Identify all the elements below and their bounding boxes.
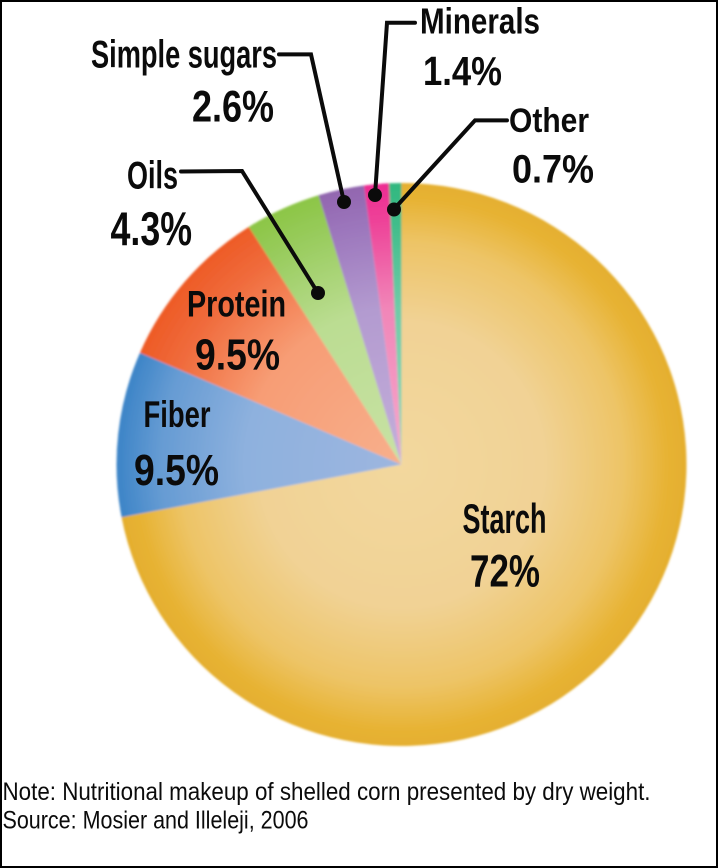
svg-text:Minerals: Minerals xyxy=(420,1,540,42)
svg-text:0.7%: 0.7% xyxy=(512,148,594,192)
svg-text:2.6%: 2.6% xyxy=(192,83,274,132)
svg-text:Oils: Oils xyxy=(127,155,178,198)
svg-text:Other: Other xyxy=(509,102,589,140)
svg-text:Fiber: Fiber xyxy=(144,394,211,435)
svg-text:72%: 72% xyxy=(470,546,540,597)
svg-text:4.3%: 4.3% xyxy=(111,202,193,255)
svg-text:Starch: Starch xyxy=(463,495,547,542)
svg-text:Note: Nutritional makeup of sh: Note: Nutritional makeup of shelled corn… xyxy=(3,778,651,806)
svg-text:1.4%: 1.4% xyxy=(423,48,502,94)
svg-text:9.5%: 9.5% xyxy=(195,331,280,380)
svg-text:9.5%: 9.5% xyxy=(134,446,219,495)
svg-text:Source: Mosier and Illeleji, 2: Source: Mosier and Illeleji, 2006 xyxy=(3,807,309,835)
svg-text:Protein: Protein xyxy=(187,284,286,325)
svg-text:Simple sugars: Simple sugars xyxy=(91,34,277,77)
